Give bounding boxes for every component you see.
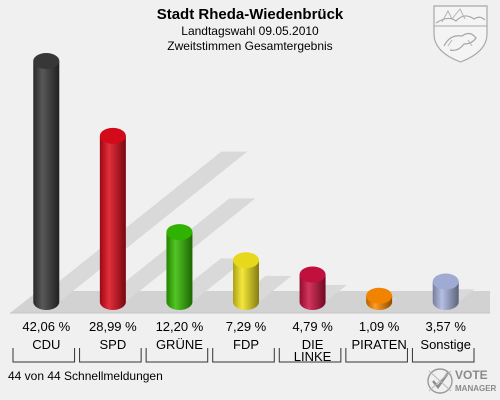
bars: [33, 52, 459, 310]
value-label-grüne: 12,20 %: [156, 319, 204, 334]
category-bracket-spd: [79, 348, 142, 363]
category-bracket-sonstige: [411, 348, 475, 363]
category-label-sonstige: Sonstige: [420, 337, 471, 352]
category-label-fdp: FDP: [233, 337, 259, 352]
bar-spd: [99, 127, 126, 310]
bar-piraten: [366, 287, 393, 310]
category-label-grüne: GRÜNE: [156, 337, 203, 352]
bar-top-cdu: [33, 52, 60, 69]
value-label-die-linke: 4,79 %: [292, 319, 333, 334]
logo-text-manager: MANAGER: [455, 384, 497, 393]
coat-of-arms-icon: [433, 5, 488, 63]
category-bracket-die-linke: [278, 348, 342, 363]
chart-subtitle-2: Zweitstimmen Gesamtergebnis: [167, 39, 332, 53]
bar-body-sonstige: [432, 281, 459, 310]
bar-top-die-linke: [299, 266, 326, 283]
category-axis: [12, 348, 475, 363]
bar-body-spd: [99, 135, 126, 310]
category-label-piraten: PIRATEN: [351, 337, 406, 352]
chart-subtitle: Landtagswahl 09.05.2010: [181, 24, 319, 38]
vote-manager-logo: VOTE MANAGER: [427, 368, 497, 394]
bar-cdu: [33, 52, 60, 310]
bar-die-linke: [299, 266, 326, 310]
report-status: 44 von 44 Schnellmeldungen: [8, 369, 163, 383]
bar-grüne: [166, 224, 193, 310]
bar-body-cdu: [33, 60, 60, 310]
bar-top-grüne: [166, 224, 193, 241]
value-labels: 42,06 % 28,99 % 12,20 % 7,29 % 4,79 % 1,09 % 3…: [22, 319, 466, 334]
bar-top-spd: [99, 127, 126, 144]
bar-body-grüne: [166, 232, 193, 310]
bar-sonstige: [432, 273, 459, 310]
value-label-fdp: 7,29 %: [226, 319, 267, 334]
category-bracket-cdu: [12, 348, 76, 363]
category-bracket-piraten: [345, 348, 408, 363]
bar-body-die-linke: [299, 274, 326, 310]
category-label-die-linke: DIE LINKE: [294, 337, 332, 364]
category-label-spd: SPD: [99, 337, 126, 352]
value-label-spd: 28,99 %: [89, 319, 137, 334]
value-label-cdu: 42,06 %: [22, 319, 70, 334]
bar-fdp: [233, 252, 259, 310]
category-bracket-grüne: [145, 348, 209, 363]
bar-top-piraten: [366, 287, 393, 304]
bar-top-fdp: [233, 252, 259, 269]
category-labels: CDU SPD GRÜNE FDP DIE LINKE PIRATEN Sonstige: [32, 337, 471, 364]
logo-text-vote: VOTE: [455, 368, 488, 382]
value-label-sonstige: 3,57 %: [425, 319, 466, 334]
chart-title: Stadt Rheda-Wiedenbrück: [157, 6, 344, 23]
category-label-cdu: CDU: [32, 337, 60, 352]
category-bracket-fdp: [212, 348, 275, 363]
bar-body-fdp: [233, 260, 259, 310]
value-label-piraten: 1,09 %: [359, 319, 400, 334]
bar-top-sonstige: [432, 273, 459, 290]
bar-shadow-cdu: [33, 151, 248, 302]
